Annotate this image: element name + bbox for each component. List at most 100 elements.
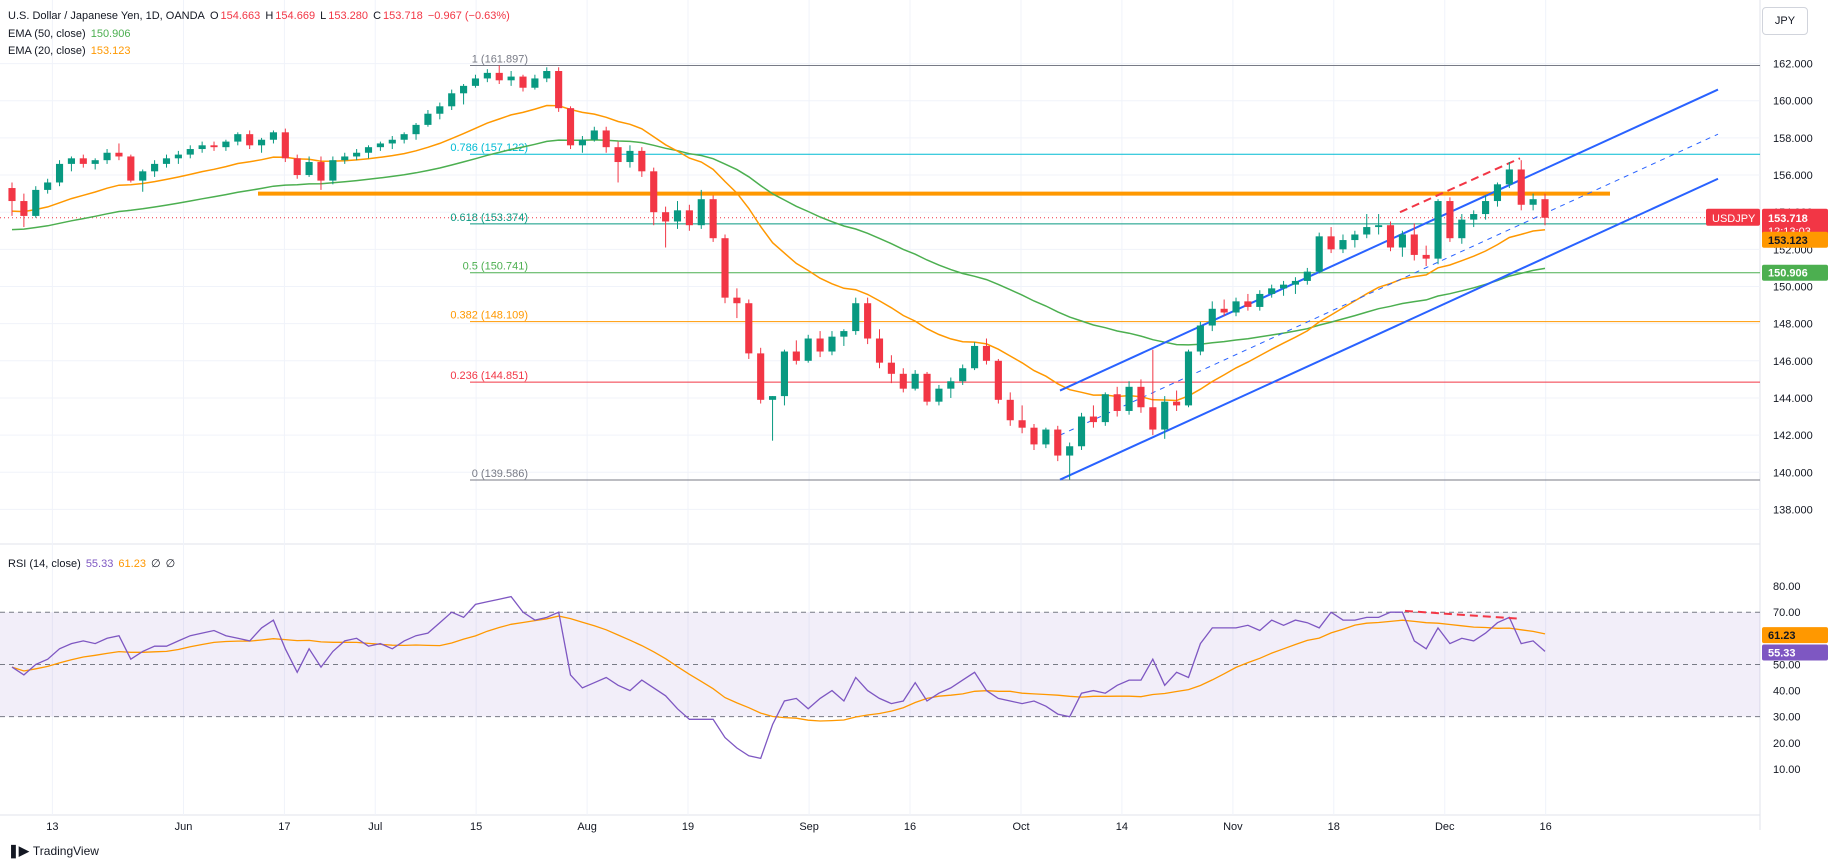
candle-body bbox=[685, 210, 693, 226]
candle-body bbox=[614, 147, 622, 163]
candle-body bbox=[959, 368, 967, 382]
candle-body bbox=[281, 132, 289, 159]
candle-body bbox=[566, 108, 575, 146]
ema20-value: 153.123 bbox=[90, 45, 131, 57]
candle-body bbox=[162, 158, 171, 164]
fib-level-label: 0.786 (157.122) bbox=[450, 142, 528, 154]
time-tick-label: 17 bbox=[278, 821, 290, 833]
candle-body bbox=[1446, 201, 1454, 239]
time-tick-label: Jul bbox=[368, 821, 382, 833]
time-tick-label: 19 bbox=[682, 821, 694, 833]
candle-body bbox=[20, 201, 28, 216]
price-trendline-dashed bbox=[1399, 157, 1521, 214]
fib-level-label: 1 (161.897) bbox=[472, 53, 528, 65]
candle-body bbox=[804, 338, 812, 361]
candle-body bbox=[364, 147, 373, 153]
candle-body bbox=[353, 152, 361, 157]
ema50-legend[interactable]: EMA (50, close) 150.906 bbox=[8, 27, 132, 41]
ema50-badge: 150.906 bbox=[1768, 268, 1808, 280]
brand-footer[interactable]: ❚▶ TradingView bbox=[8, 843, 99, 859]
candle-body bbox=[1505, 169, 1513, 185]
rsi-ma-badge-bg bbox=[1762, 627, 1828, 644]
rsi-extra-2: ∅ bbox=[165, 558, 176, 570]
candle-body bbox=[412, 124, 420, 135]
low-value: 153.280 bbox=[328, 10, 369, 22]
candle-body bbox=[471, 78, 480, 86]
rsi-tick-label: 10.00 bbox=[1773, 764, 1801, 776]
candle-body bbox=[1244, 301, 1252, 307]
last-price-badge: 153.718 bbox=[1768, 213, 1808, 225]
price-tick-label: 142.000 bbox=[1773, 430, 1813, 442]
candle-body bbox=[1410, 234, 1418, 255]
price-tick-label: 158.000 bbox=[1773, 133, 1813, 145]
high-value: 154.669 bbox=[275, 10, 316, 22]
candle-body bbox=[1517, 169, 1525, 205]
candle-body bbox=[1541, 199, 1549, 218]
candle-body bbox=[828, 336, 836, 352]
rsi-line bbox=[11, 595, 1546, 760]
candle-body bbox=[1006, 399, 1014, 421]
candle-body bbox=[543, 71, 551, 79]
close-value: 153.718 bbox=[383, 10, 423, 22]
candle-body bbox=[1327, 236, 1335, 250]
candle-body bbox=[1422, 254, 1430, 259]
price-tick-label: 146.000 bbox=[1773, 356, 1813, 368]
candle-body bbox=[55, 163, 64, 183]
candle-body bbox=[1493, 184, 1502, 202]
fib-level-label: 0.382 (148.109) bbox=[450, 310, 528, 322]
time-tick-label: 16 bbox=[904, 821, 916, 833]
ema50-line bbox=[11, 139, 1546, 346]
candle-body bbox=[697, 199, 705, 226]
time-tick-label: 16 bbox=[1540, 821, 1552, 833]
candle-body bbox=[1220, 308, 1228, 313]
candle-body bbox=[1042, 429, 1050, 445]
brand-name: TradingView bbox=[32, 844, 99, 858]
time-tick-label: 14 bbox=[1116, 821, 1128, 833]
rsi-tick-label: 70.00 bbox=[1773, 607, 1801, 619]
price-tick-label: 138.000 bbox=[1773, 504, 1813, 516]
candle-body bbox=[650, 171, 658, 213]
candle-body bbox=[1184, 351, 1193, 406]
candle-body bbox=[8, 188, 16, 202]
rsi-tick-label: 30.00 bbox=[1773, 712, 1801, 724]
price-tick-label: 148.000 bbox=[1773, 319, 1813, 331]
candle-body bbox=[531, 78, 539, 88]
candle-body bbox=[887, 362, 895, 374]
candle-body bbox=[519, 76, 527, 88]
rsi-ma-badge: 61.23 bbox=[1768, 630, 1796, 642]
candle-body bbox=[947, 381, 955, 389]
candle-body bbox=[1279, 284, 1288, 289]
time-tick-label: Dec bbox=[1435, 821, 1455, 833]
rsi-ma-value: 61.23 bbox=[118, 558, 146, 570]
rsi-tick-label: 80.00 bbox=[1773, 581, 1801, 593]
candle-body bbox=[329, 160, 337, 181]
candle-body bbox=[1054, 429, 1062, 456]
candle-body bbox=[852, 303, 860, 332]
fib-level-label: 0.5 (150.741) bbox=[463, 261, 528, 273]
candle-body bbox=[1030, 427, 1038, 445]
candle-body bbox=[1470, 214, 1478, 220]
candle-body bbox=[1149, 407, 1157, 430]
open-label: O bbox=[209, 10, 219, 22]
candle-body bbox=[91, 160, 99, 164]
candle-body bbox=[317, 162, 325, 181]
candle-body bbox=[1303, 271, 1311, 281]
rsi-extra-1: ∅ bbox=[151, 558, 161, 570]
candle-body bbox=[1458, 219, 1466, 239]
candle-body bbox=[341, 156, 349, 161]
currency-unit-button[interactable]: JPY bbox=[1762, 7, 1808, 35]
candle-body bbox=[1077, 416, 1086, 447]
change-value: −0.967 (−0.63%) bbox=[427, 10, 510, 22]
candle-body bbox=[210, 145, 218, 148]
candle-body bbox=[222, 141, 230, 148]
ema20-legend[interactable]: EMA (20, close) 153.123 bbox=[8, 44, 132, 58]
rsi-legend[interactable]: RSI (14, close) 55.33 61.23 ∅ ∅ bbox=[8, 557, 177, 571]
candle-body bbox=[1315, 236, 1323, 272]
candle-body bbox=[638, 150, 646, 172]
candle-body bbox=[864, 303, 872, 339]
candle-body bbox=[246, 134, 254, 146]
candle-body bbox=[673, 210, 682, 222]
